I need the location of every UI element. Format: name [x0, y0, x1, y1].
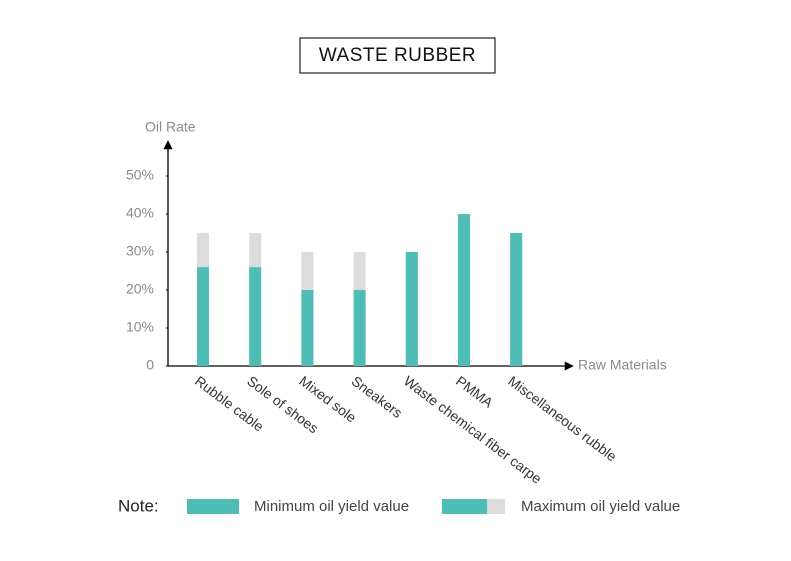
bar	[405, 252, 418, 366]
legend-label: Maximum oil yield value	[521, 498, 680, 515]
bar	[458, 214, 470, 366]
y-tick-label: 40%	[126, 205, 154, 221]
bar	[301, 290, 314, 366]
legend-label: Minimum oil yield value	[254, 498, 409, 515]
x-tick-label: Miscellaneous rubble	[505, 373, 620, 465]
y-tick-label: 50%	[126, 167, 154, 183]
y-axis-label: Oil Rate	[145, 119, 196, 135]
y-tick-label: 0	[146, 357, 154, 373]
y-tick-label: 20%	[126, 281, 154, 297]
x-tick-label: PMMA	[453, 373, 497, 411]
legend-swatch	[442, 499, 487, 514]
x-axis-label: Raw Materials	[578, 357, 667, 373]
bar	[353, 290, 366, 366]
legend-swatch	[187, 499, 239, 514]
bar	[197, 267, 209, 366]
y-tick-label: 30%	[126, 243, 154, 259]
bar	[510, 233, 523, 366]
chart-title: WASTE RUBBER	[319, 45, 476, 66]
title-box	[299, 37, 496, 74]
legend-title: Note:	[118, 496, 159, 515]
legend-swatch	[487, 499, 505, 514]
y-tick-label: 10%	[126, 319, 154, 335]
bar	[249, 267, 262, 366]
